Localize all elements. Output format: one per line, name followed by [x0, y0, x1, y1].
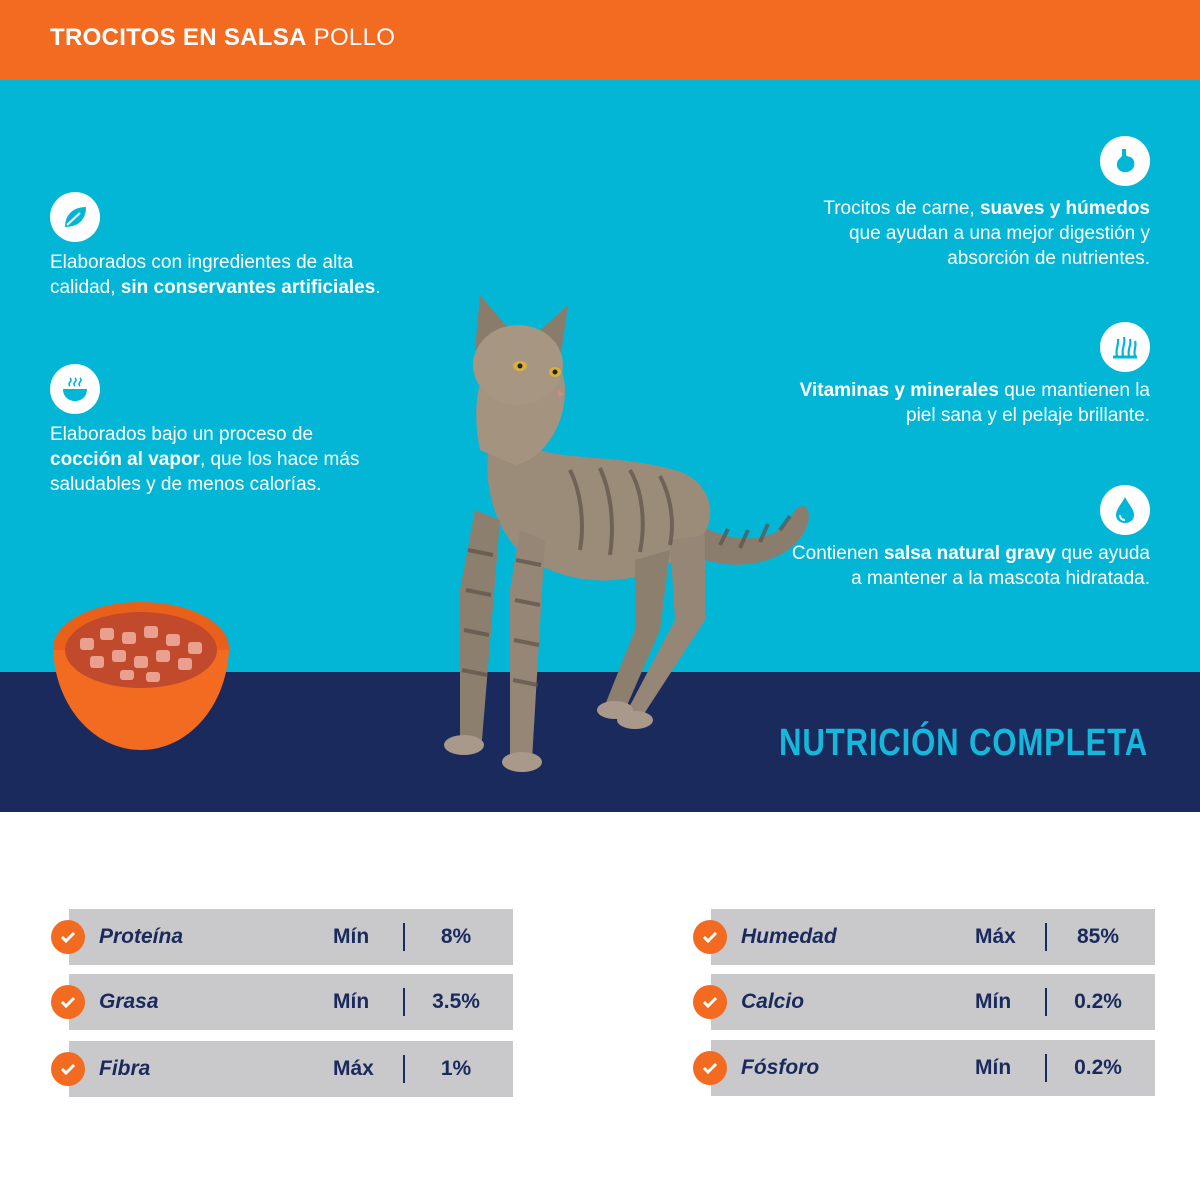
nutrient-value: 85% [1076, 925, 1120, 948]
feature-steam-cooking-text: Elaborados bajo un proceso de cocción al… [50, 424, 360, 495]
nutrient-qualifier: Mín [975, 1056, 1012, 1079]
steaming-bowl-icon [50, 364, 100, 414]
nutrition-row-fosforo: Fósforo Mín 0.2% [693, 1040, 1155, 1096]
feature-hydration: Contienen salsa natural gravy que ayuda … [790, 485, 1150, 591]
nutrition-row-grasa: Grasa Mín 3.5% [51, 974, 513, 1030]
nutrient-name: Grasa [99, 990, 159, 1013]
feature-ingredients-text: Elaborados con ingredientes de alta cali… [50, 252, 381, 298]
checkmark-icon [693, 920, 727, 954]
nutrition-title: NUTRICIÓN COMPLETA [778, 722, 1148, 764]
nutrition-row-proteina: Proteína Mín 8% [51, 909, 513, 965]
product-title-bold: TROCITOS EN SALSA [50, 24, 307, 51]
feature-coat: Vitaminas y minerales que mantienen la p… [790, 322, 1150, 428]
divider [403, 988, 405, 1016]
food-bowl-image [53, 602, 229, 750]
divider [1045, 1054, 1047, 1082]
nutrient-qualifier: Máx [975, 925, 1016, 948]
nutrient-qualifier: Mín [333, 925, 370, 948]
feature-digestion: Trocitos de carne, suaves y húmedos que … [790, 136, 1150, 271]
product-title: TROCITOS EN SALSA POLLO [50, 24, 395, 52]
stomach-icon [1100, 136, 1150, 186]
cat-image [444, 295, 809, 772]
nutrition-row-calcio: Calcio Mín 0.2% [693, 974, 1155, 1030]
nutrient-name: Proteína [99, 925, 184, 948]
nutrient-name: Humedad [741, 925, 837, 948]
product-title-flavor: POLLO [306, 24, 396, 51]
header-bar: TROCITOS EN SALSA POLLO [0, 0, 1200, 80]
nutrition-row-fibra: Fibra Máx 1% [51, 1041, 513, 1097]
nutrient-qualifier: Mín [333, 990, 370, 1013]
divider [1045, 923, 1047, 951]
checkmark-icon [51, 985, 85, 1019]
feature-steam-cooking: Elaborados bajo un proceso de cocción al… [50, 364, 390, 497]
checkmark-icon [693, 985, 727, 1019]
divider [403, 1055, 405, 1083]
nutrient-value: 0.2% [1074, 1056, 1122, 1079]
nutrient-value: 8% [440, 925, 472, 948]
checkmark-icon [693, 1051, 727, 1085]
fur-icon [1100, 322, 1150, 372]
nutrient-value: 0.2% [1074, 990, 1122, 1013]
nutrient-name: Calcio [741, 990, 805, 1013]
checkmark-icon [51, 1052, 85, 1086]
leaf-icon [50, 192, 100, 242]
nutrient-value: 1% [440, 1057, 472, 1080]
nutrient-qualifier: Mín [975, 990, 1012, 1013]
nutrition-row-humedad: Humedad Máx 85% [693, 909, 1155, 965]
feature-digestion-text: Trocitos de carne, suaves y húmedos que … [823, 198, 1150, 269]
nutrient-name: Fósforo [741, 1056, 820, 1079]
divider [1045, 988, 1047, 1016]
feature-hydration-text: Contienen salsa natural gravy que ayuda … [791, 543, 1150, 589]
nutrient-qualifier: Máx [333, 1057, 374, 1080]
checkmark-icon [51, 920, 85, 954]
water-drop-icon [1100, 485, 1150, 535]
feature-ingredients: Elaborados con ingredientes de alta cali… [50, 192, 390, 300]
divider [403, 923, 405, 951]
feature-coat-text: Vitaminas y minerales que mantienen la p… [799, 380, 1150, 426]
nutrient-value: 3.5% [432, 990, 480, 1013]
nutrient-name: Fibra [99, 1057, 151, 1080]
